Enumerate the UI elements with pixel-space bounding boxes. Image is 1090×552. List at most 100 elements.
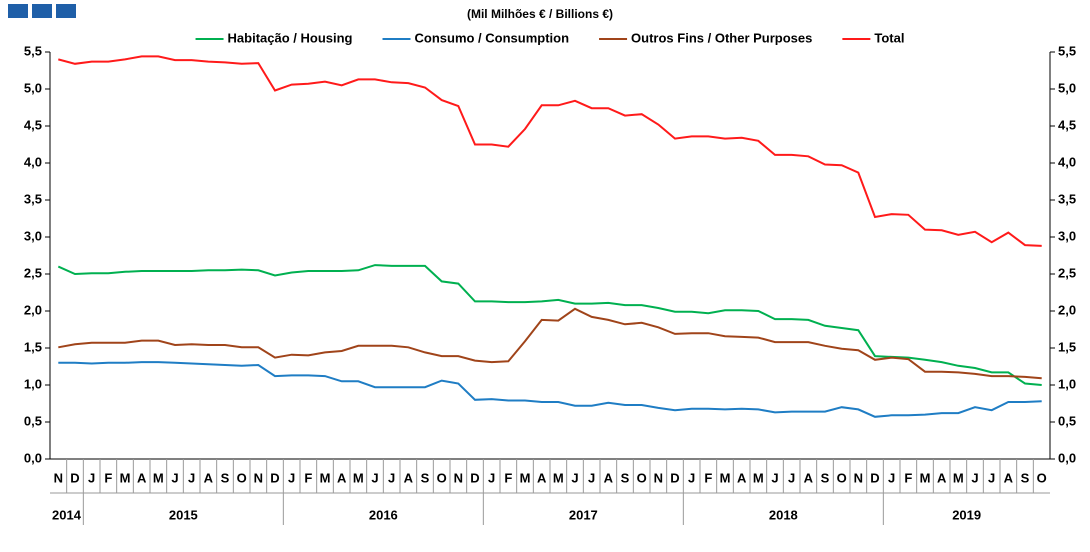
x-tick-label: S [221, 470, 230, 485]
y2-tick-label: 2,0 [1058, 302, 1076, 317]
y-tick-label: 0,0 [24, 450, 42, 465]
x-tick-label: J [688, 470, 695, 485]
logo-block [8, 4, 28, 18]
x-tick-label: M [553, 470, 564, 485]
y-tick-label: 2,5 [24, 265, 42, 280]
logo-block [56, 4, 76, 18]
x-tick-label: A [337, 470, 347, 485]
year-label: 2019 [952, 507, 981, 522]
x-tick-label: N [454, 470, 463, 485]
x-tick-label: M [120, 470, 131, 485]
x-tick-label: D [270, 470, 279, 485]
y2-tick-label: 5,0 [1058, 80, 1076, 95]
y-tick-label: 0,5 [24, 413, 42, 428]
year-label: 2014 [52, 507, 82, 522]
x-tick-label: A [537, 470, 547, 485]
x-tick-label: M [153, 470, 164, 485]
y2-tick-label: 4,0 [1058, 154, 1076, 169]
x-tick-label: M [753, 470, 764, 485]
x-tick-label: A [404, 470, 414, 485]
legend-label: Outros Fins / Other Purposes [631, 30, 812, 45]
x-tick-label: O [1037, 470, 1047, 485]
y-tick-label: 4,0 [24, 154, 42, 169]
x-tick-label: S [621, 470, 630, 485]
y2-tick-label: 3,0 [1058, 228, 1076, 243]
x-tick-label: J [288, 470, 295, 485]
x-tick-label: F [904, 470, 912, 485]
x-tick-label: D [70, 470, 79, 485]
x-tick-label: J [88, 470, 95, 485]
x-tick-label: D [470, 470, 479, 485]
x-tick-label: M [520, 470, 531, 485]
year-label: 2018 [769, 507, 798, 522]
x-tick-label: N [254, 470, 263, 485]
x-tick-label: O [237, 470, 247, 485]
series-line [58, 307, 1042, 380]
y-tick-label: 3,5 [24, 191, 42, 206]
x-tick-label: M [320, 470, 331, 485]
x-tick-label: D [870, 470, 879, 485]
x-tick-label: J [771, 470, 778, 485]
x-tick-label: F [104, 470, 112, 485]
x-tick-label: O [437, 470, 447, 485]
y-tick-label: 4,5 [24, 117, 42, 132]
x-tick-label: J [788, 470, 795, 485]
y-tick-label: 2,0 [24, 302, 42, 317]
x-tick-label: J [571, 470, 578, 485]
x-tick-label: S [821, 470, 830, 485]
x-tick-label: J [371, 470, 378, 485]
y2-tick-label: 4,5 [1058, 117, 1076, 132]
y2-tick-label: 2,5 [1058, 265, 1076, 280]
x-tick-label: A [137, 470, 147, 485]
y-tick-label: 3,0 [24, 228, 42, 243]
x-tick-label: M [953, 470, 964, 485]
x-tick-label: J [171, 470, 178, 485]
series-line [58, 55, 1042, 247]
x-tick-label: J [888, 470, 895, 485]
year-label: 2017 [569, 507, 598, 522]
x-tick-label: F [704, 470, 712, 485]
y2-tick-label: 5,5 [1058, 43, 1076, 58]
y2-tick-label: 1,0 [1058, 376, 1076, 391]
x-tick-label: N [654, 470, 663, 485]
series-line [57, 264, 1042, 386]
x-tick-label: M [920, 470, 931, 485]
x-tick-label: J [488, 470, 495, 485]
x-tick-label: J [588, 470, 595, 485]
x-tick-label: A [804, 470, 814, 485]
x-tick-label: J [971, 470, 978, 485]
x-tick-label: A [737, 470, 747, 485]
x-tick-label: O [837, 470, 847, 485]
chart-subtitle: (Mil Milhões € / Billions €) [467, 7, 613, 21]
y-tick-label: 5,5 [24, 43, 42, 58]
x-tick-label: N [854, 470, 863, 485]
legend-label: Consumo / Consumption [415, 30, 570, 45]
x-tick-label: S [1021, 470, 1030, 485]
y-tick-label: 5,0 [24, 80, 42, 95]
x-tick-label: M [720, 470, 731, 485]
y2-tick-label: 0,0 [1058, 450, 1076, 465]
y-tick-label: 1,5 [24, 339, 42, 354]
x-tick-label: A [937, 470, 947, 485]
x-tick-label: N [54, 470, 63, 485]
year-label: 2016 [369, 507, 398, 522]
x-tick-label: F [304, 470, 312, 485]
x-tick-label: A [604, 470, 614, 485]
x-tick-label: M [353, 470, 364, 485]
logo-block [32, 4, 52, 18]
x-tick-label: J [988, 470, 995, 485]
x-tick-label: O [637, 470, 647, 485]
y2-tick-label: 1,5 [1058, 339, 1076, 354]
series-line [58, 361, 1042, 418]
x-tick-label: D [670, 470, 679, 485]
x-tick-label: J [388, 470, 395, 485]
x-tick-label: S [421, 470, 430, 485]
x-tick-label: A [204, 470, 214, 485]
x-tick-label: J [188, 470, 195, 485]
y-tick-label: 1,0 [24, 376, 42, 391]
legend-label: Total [874, 30, 904, 45]
y2-tick-label: 3,5 [1058, 191, 1076, 206]
x-tick-label: A [1004, 470, 1014, 485]
y2-tick-label: 0,5 [1058, 413, 1076, 428]
